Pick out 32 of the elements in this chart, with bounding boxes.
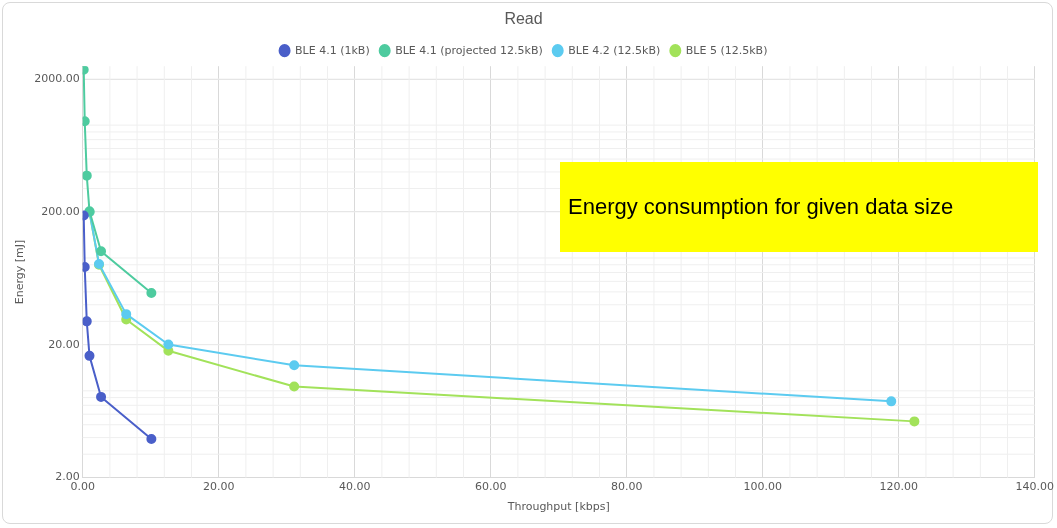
x-tick-label: 100.00: [743, 480, 782, 494]
point: [84, 350, 95, 361]
x-tick-label: 60.00: [474, 480, 507, 494]
callout-box: Energy consumption for given data size: [560, 162, 1038, 252]
point: [96, 246, 107, 257]
x-tick-label: 120.00: [879, 480, 918, 494]
legend-label: BLE 4.1 (1kB): [295, 43, 370, 57]
x-tick-label: 20.00: [202, 480, 235, 494]
y-tick-label: 20.00: [48, 337, 80, 351]
point: [909, 416, 920, 427]
point: [96, 391, 107, 402]
x-tick-label: 40.00: [338, 480, 371, 494]
chart-title: Read: [504, 10, 543, 28]
point: [163, 339, 174, 350]
legend-label: BLE 4.2 (12.5kB): [568, 43, 661, 57]
x-tick-label: 80.00: [610, 480, 643, 494]
point: [82, 170, 92, 181]
point: [289, 381, 300, 392]
y-tick-label: 200.00: [41, 204, 80, 218]
point: [289, 360, 300, 371]
point: [886, 396, 897, 407]
x-tick-label: 140.00: [1015, 480, 1055, 494]
x-axis-title: Throughput [kbps]: [506, 500, 610, 514]
point: [146, 288, 157, 299]
y-tick-label: 2000.00: [34, 71, 80, 85]
point: [121, 309, 132, 320]
point: [146, 434, 157, 445]
legend-label: BLE 5 (12.5kB): [685, 43, 768, 57]
point: [82, 316, 92, 327]
legend-label: BLE 4.1 (projected 12.5kB): [395, 43, 543, 57]
x-tick-label: 0.00: [70, 480, 95, 494]
y-axis-title: Energy [mJ]: [13, 239, 27, 305]
